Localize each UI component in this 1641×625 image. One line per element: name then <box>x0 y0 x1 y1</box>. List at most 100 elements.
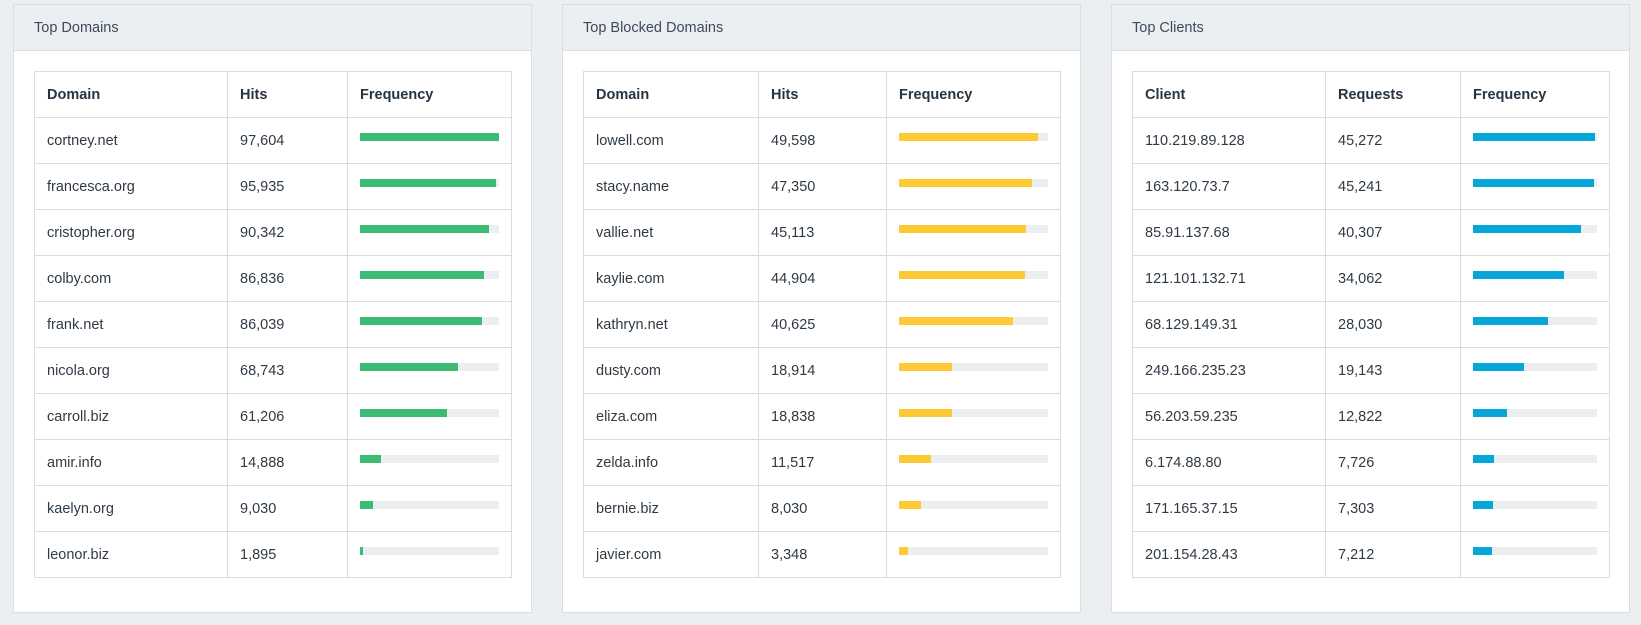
client-cell: 56.203.59.235 <box>1132 393 1326 440</box>
domain-cell: frank.net <box>34 301 228 348</box>
frequency-cell <box>1460 347 1610 394</box>
top-blocked-domains-table: Domain Hits Frequency lowell.com 49,598 st… <box>583 71 1061 578</box>
frequency-bar-fill <box>360 362 458 371</box>
frequency-bar-track <box>1473 408 1597 417</box>
hits-cell: 40,625 <box>758 301 887 348</box>
requests-cell: 12,822 <box>1325 393 1461 440</box>
frequency-bar-track <box>899 408 1048 417</box>
frequency-cell <box>347 531 512 578</box>
frequency-bar-fill <box>899 546 909 555</box>
domain-cell: lowell.com <box>583 117 759 164</box>
requests-cell: 7,726 <box>1325 439 1461 486</box>
panel-title: Top Clients <box>1112 5 1629 51</box>
hits-cell: 18,914 <box>758 347 887 394</box>
table-header-row: Domain Hits Frequency <box>583 71 1061 118</box>
table-row: kathryn.net 40,625 <box>583 301 1061 348</box>
frequency-bar-track <box>360 178 499 187</box>
domain-cell: amir.info <box>34 439 228 486</box>
frequency-bar-track <box>360 408 499 417</box>
table-row: stacy.name 47,350 <box>583 163 1061 210</box>
table-row: 249.166.235.23 19,143 <box>1132 347 1610 394</box>
frequency-bar-fill <box>1473 500 1493 509</box>
frequency-bar-track <box>1473 178 1597 187</box>
frequency-cell <box>1460 209 1610 256</box>
domain-cell: kathryn.net <box>583 301 759 348</box>
frequency-bar-fill <box>899 454 932 463</box>
frequency-cell <box>1460 117 1610 164</box>
hits-cell: 44,904 <box>758 255 887 302</box>
frequency-cell <box>347 117 512 164</box>
frequency-bar-track <box>1473 270 1597 279</box>
column-header: Frequency <box>886 71 1061 118</box>
frequency-cell <box>886 163 1061 210</box>
frequency-bar-track <box>1473 362 1597 371</box>
frequency-bar-fill <box>899 224 1026 233</box>
frequency-cell <box>1460 393 1610 440</box>
frequency-bar-fill <box>1473 362 1525 371</box>
frequency-cell <box>886 485 1061 532</box>
table-row: vallie.net 45,113 <box>583 209 1061 256</box>
domain-cell: carroll.biz <box>34 393 228 440</box>
hits-cell: 11,517 <box>758 439 887 486</box>
frequency-bar-fill <box>1473 546 1493 555</box>
frequency-bar-track <box>899 362 1048 371</box>
hits-cell: 61,206 <box>227 393 348 440</box>
frequency-cell <box>347 209 512 256</box>
frequency-bar-track <box>899 316 1048 325</box>
table-header-row: Client Requests Frequency <box>1132 71 1610 118</box>
frequency-cell <box>886 531 1061 578</box>
frequency-bar-fill <box>899 500 922 509</box>
table-row: frank.net 86,039 <box>34 301 512 348</box>
frequency-bar-track <box>1473 224 1597 233</box>
frequency-bar-fill <box>360 224 489 233</box>
domain-cell: stacy.name <box>583 163 759 210</box>
frequency-bar-fill <box>1473 408 1508 417</box>
client-cell: 68.129.149.31 <box>1132 301 1326 348</box>
frequency-bar-track <box>899 500 1048 509</box>
top-clients-table: Client Requests Frequency 110.219.89.128… <box>1132 71 1610 578</box>
hits-cell: 45,113 <box>758 209 887 256</box>
hits-cell: 1,895 <box>227 531 348 578</box>
column-header: Frequency <box>1460 71 1610 118</box>
hits-cell: 86,039 <box>227 301 348 348</box>
table-row: kaelyn.org 9,030 <box>34 485 512 532</box>
table-row: leonor.biz 1,895 <box>34 531 512 578</box>
frequency-cell <box>1460 485 1610 532</box>
domain-cell: eliza.com <box>583 393 759 440</box>
table-row: amir.info 14,888 <box>34 439 512 486</box>
requests-cell: 28,030 <box>1325 301 1461 348</box>
table-header-row: Domain Hits Frequency <box>34 71 512 118</box>
table-row: 68.129.149.31 28,030 <box>1132 301 1610 348</box>
frequency-bar-fill <box>360 454 382 463</box>
client-cell: 121.101.132.71 <box>1132 255 1326 302</box>
frequency-bar-track <box>360 132 499 141</box>
requests-cell: 7,303 <box>1325 485 1461 532</box>
client-cell: 110.219.89.128 <box>1132 117 1326 164</box>
requests-cell: 45,241 <box>1325 163 1461 210</box>
frequency-bar-track <box>360 454 499 463</box>
frequency-bar-fill <box>1473 178 1595 187</box>
frequency-bar-track <box>899 132 1048 141</box>
column-header: Domain <box>34 71 228 118</box>
panel-title: Top Domains <box>14 5 531 51</box>
table-row: bernie.biz 8,030 <box>583 485 1061 532</box>
frequency-cell <box>1460 163 1610 210</box>
domain-cell: dusty.com <box>583 347 759 394</box>
frequency-bar-track <box>360 224 499 233</box>
top-blocked-domains-panel: Top Blocked Domains Domain Hits Frequenc… <box>562 4 1081 613</box>
table-row: cortney.net 97,604 <box>34 117 512 164</box>
frequency-cell <box>886 117 1061 164</box>
frequency-bar-fill <box>1473 270 1565 279</box>
frequency-cell <box>886 393 1061 440</box>
domain-cell: bernie.biz <box>583 485 759 532</box>
frequency-bar-fill <box>1473 224 1582 233</box>
frequency-cell <box>1460 301 1610 348</box>
hits-cell: 8,030 <box>758 485 887 532</box>
top-domains-panel: Top Domains Domain Hits Frequency cortne… <box>13 4 532 613</box>
table-row: javier.com 3,348 <box>583 531 1061 578</box>
requests-cell: 7,212 <box>1325 531 1461 578</box>
hits-cell: 14,888 <box>227 439 348 486</box>
frequency-bar-fill <box>899 408 952 417</box>
table-row: carroll.biz 61,206 <box>34 393 512 440</box>
frequency-cell <box>347 255 512 302</box>
